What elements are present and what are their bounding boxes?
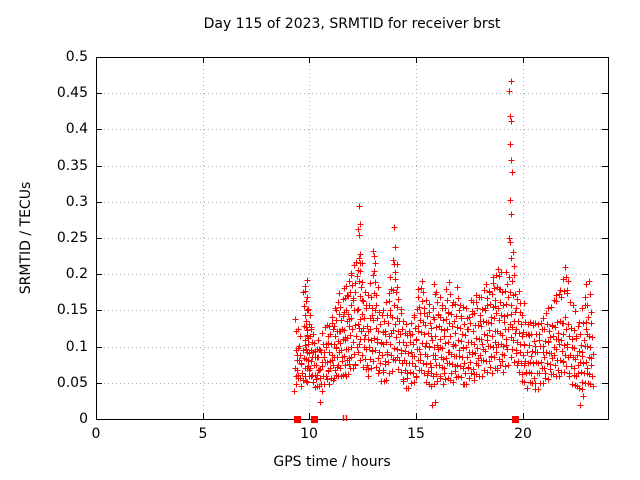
zero-cluster-marker <box>311 416 318 423</box>
y-tick-label: 0.3 <box>65 194 88 210</box>
x-tick-label: 10 <box>300 426 318 442</box>
y-tick-label: 0.05 <box>56 375 88 391</box>
x-tick-label: 5 <box>198 426 208 442</box>
x-tick-label: 0 <box>91 426 101 442</box>
x-axis-label: GPS time / hours <box>273 454 391 470</box>
y-tick-label: 0.2 <box>65 266 88 282</box>
x-tick-label: 15 <box>407 426 425 442</box>
zero-cluster-marker <box>294 416 301 423</box>
y-tick-label: 0.15 <box>56 302 88 318</box>
zero-cluster-marker <box>512 416 519 423</box>
x-tick-label: 20 <box>514 426 532 442</box>
axis-ticks <box>96 57 608 420</box>
y-tick-label: 0 <box>79 411 88 427</box>
y-tick-label: 0.1 <box>65 339 88 355</box>
y-tick-label: 0.5 <box>65 49 88 65</box>
y-tick-label: 0.45 <box>56 85 88 101</box>
y-tick-label: 0.25 <box>56 230 88 246</box>
scatter-points <box>291 78 597 409</box>
y-tick-label: 0.35 <box>56 158 88 174</box>
chart-title: Day 115 of 2023, SRMTID for receiver brs… <box>203 16 501 32</box>
y-tick-label: 0.4 <box>65 121 88 137</box>
